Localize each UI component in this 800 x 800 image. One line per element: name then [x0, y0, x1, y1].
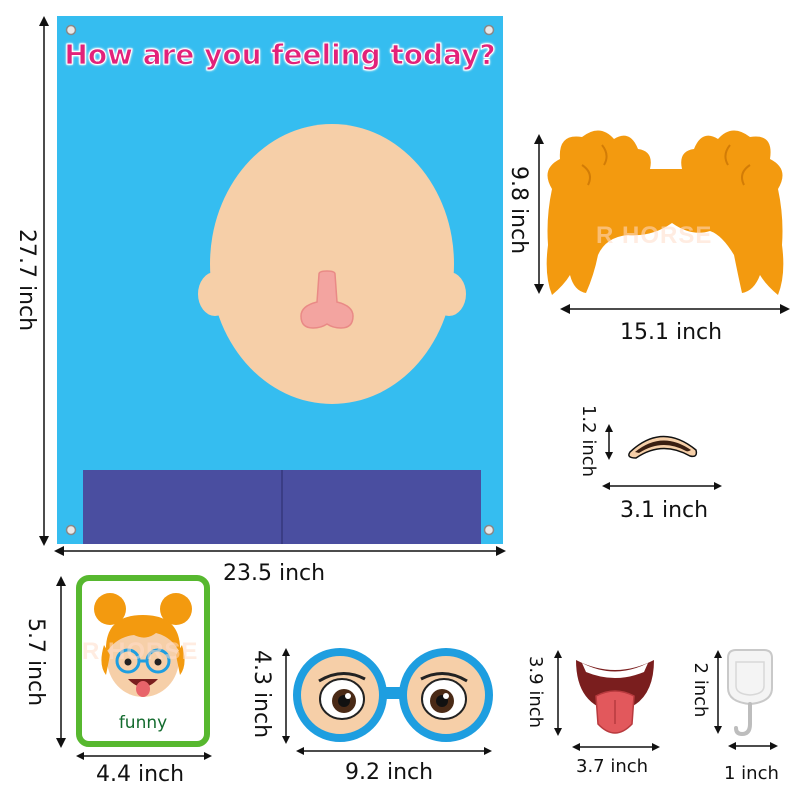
eyebrow-width-arrow [602, 482, 722, 490]
card-width-arrow [76, 752, 212, 760]
glasses-piece [293, 648, 493, 742]
mouth-height-label: 3.9 inch [525, 655, 546, 729]
hook-piece [727, 649, 773, 737]
glasses-width-arrow [296, 747, 492, 755]
poster-width-label: 23.5 inch [223, 561, 326, 586]
mouth-piece [576, 660, 654, 734]
card-height-label: 5.7 inch [23, 617, 48, 707]
poster-width-arrow [54, 546, 506, 556]
mouth-width-arrow [572, 743, 660, 751]
emotion-card [76, 575, 210, 747]
hair-height-label: 9.8 inch [506, 165, 531, 255]
glasses-height-arrow [282, 648, 290, 744]
eyebrow-height-label: 1.2 inch [578, 404, 599, 478]
hook-height-arrow [714, 650, 722, 734]
card-watermark: R HORSE [82, 638, 199, 665]
mouth-width-label: 3.7 inch [576, 756, 649, 777]
glasses-width-label: 9.2 inch [345, 760, 434, 785]
poster-board [57, 16, 503, 544]
hair-width-arrow [560, 304, 790, 314]
eyebrow-height-arrow [605, 424, 613, 460]
poster-title: How are you feeling today? [64, 38, 496, 72]
hook-height-label: 2 inch [690, 662, 711, 718]
hair-watermark: R HORSE [596, 222, 713, 249]
glasses-height-label: 4.3 inch [249, 649, 274, 739]
card-height-arrow [56, 576, 66, 748]
eyebrow-width-label: 3.1 inch [620, 498, 709, 523]
hook-width-label: 1 inch [724, 763, 779, 784]
eyebrow-piece [628, 435, 698, 459]
card-width-label: 4.4 inch [96, 762, 185, 787]
hair-height-arrow [534, 134, 544, 294]
poster-height-arrow [39, 16, 49, 546]
emotion-card-label: funny [118, 713, 168, 733]
mouth-height-arrow [554, 650, 562, 736]
hook-width-arrow [728, 742, 778, 750]
poster-height-label: 27.7 inch [14, 228, 39, 332]
hair-width-label: 15.1 inch [620, 320, 723, 345]
hair-piece [546, 130, 784, 295]
